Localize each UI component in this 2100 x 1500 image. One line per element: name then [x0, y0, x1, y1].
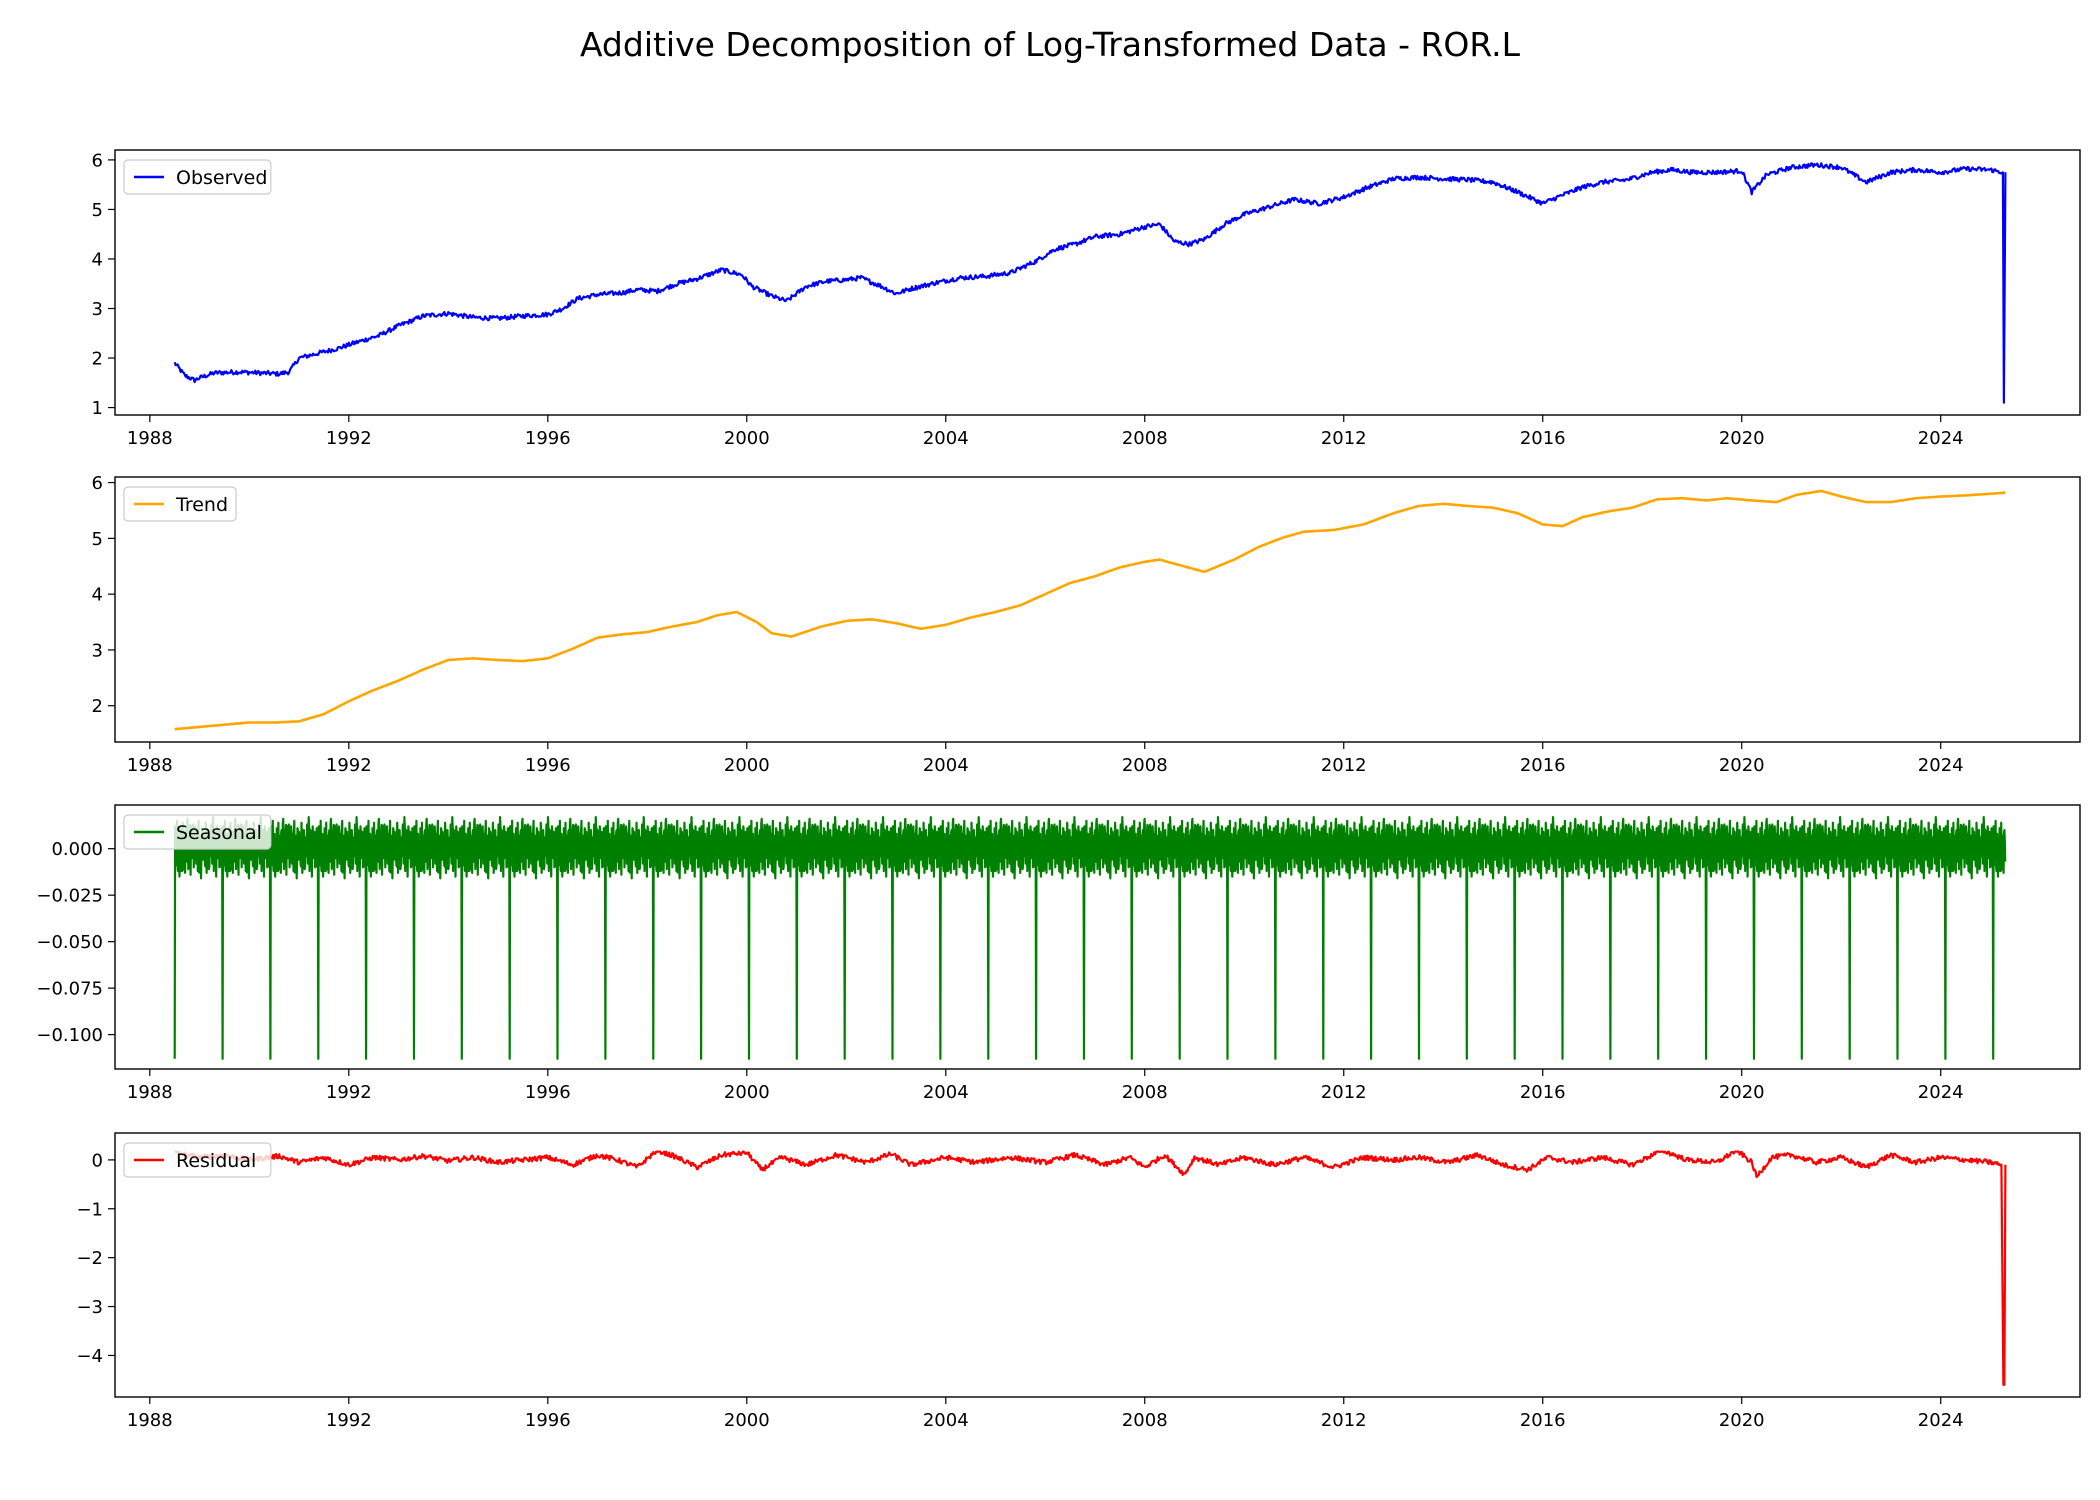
- y-tick-label-trend: 4: [92, 585, 103, 606]
- axes-frame-observed: [114, 149, 2081, 416]
- x-tick-label-observed: 2012: [1321, 428, 1367, 449]
- series-line-observed: [173, 162, 2007, 404]
- x-tick-label-trend: 1992: [326, 755, 372, 776]
- y-tick-label-residual: −3: [76, 1297, 103, 1318]
- figure-title: Additive Decomposition of Log-Transforme…: [580, 25, 1521, 64]
- legend-label-trend: Trend: [175, 494, 228, 516]
- legend-observed: [123, 159, 272, 195]
- x-tick-label-trend: 2008: [1122, 755, 1168, 776]
- y-tick-label-seasonal: 0.000: [51, 839, 103, 860]
- x-tick-label-seasonal: 2004: [923, 1082, 969, 1103]
- x-tick-label-residual: 2020: [1719, 1410, 1765, 1431]
- x-tick-label-trend: 1988: [127, 755, 173, 776]
- y-tick-label-trend: 3: [92, 640, 103, 661]
- x-tick-label-seasonal: 2016: [1520, 1082, 1566, 1103]
- y-tick-label-trend: 2: [92, 696, 103, 717]
- x-tick-label-residual: 2000: [724, 1410, 770, 1431]
- series-line-trend: [174, 489, 2006, 731]
- x-tick-label-residual: 1992: [326, 1410, 372, 1431]
- y-tick-label-seasonal: −0.025: [36, 886, 103, 907]
- x-tick-label-observed: 1988: [127, 428, 173, 449]
- x-tick-label-residual: 2012: [1321, 1410, 1367, 1431]
- x-tick-label-seasonal: 1988: [127, 1082, 173, 1103]
- axes-frame-trend: [114, 476, 2081, 743]
- legend-seasonal: [123, 814, 272, 850]
- y-tick-label-observed: 1: [92, 398, 103, 419]
- y-tick-label-observed: 4: [92, 249, 103, 270]
- axes-frame-seasonal: [114, 804, 2081, 1070]
- x-tick-label-trend: 2004: [923, 755, 969, 776]
- legend-label-observed: Observed: [176, 167, 267, 189]
- x-tick-label-residual: 2024: [1918, 1410, 1964, 1431]
- x-tick-label-trend: 2024: [1918, 755, 1964, 776]
- x-tick-label-observed: 2020: [1719, 428, 1765, 449]
- y-tick-label-observed: 3: [92, 299, 103, 320]
- x-tick-label-observed: 1992: [326, 428, 372, 449]
- x-tick-label-trend: 2012: [1321, 755, 1367, 776]
- x-tick-label-residual: 1996: [525, 1410, 571, 1431]
- x-tick-label-residual: 2016: [1520, 1410, 1566, 1431]
- y-tick-label-observed: 2: [92, 349, 103, 370]
- y-tick-label-observed: 5: [92, 200, 103, 221]
- legend-trend: [123, 486, 237, 522]
- x-tick-label-observed: 1996: [525, 428, 571, 449]
- series-line-residual: [174, 1150, 2007, 1386]
- y-tick-label-trend: 6: [92, 473, 103, 494]
- panel-residual: 0 −1 −2 −3 −4 1988 1992 1996 2000 2004 2008 2012 201…: [76, 1132, 2081, 1431]
- x-tick-label-observed: 2004: [923, 428, 969, 449]
- panel-observed: 1 2 3 4 5 6 1988 1992 1996 2000 2004 2008 2012 2016 20…: [92, 149, 2081, 449]
- y-tick-label-observed: 6: [92, 150, 103, 171]
- x-tick-label-residual: 1988: [127, 1410, 173, 1431]
- x-tick-label-observed: 2016: [1520, 428, 1566, 449]
- y-tick-label-seasonal: −0.100: [36, 1025, 103, 1046]
- y-tick-label-residual: 0: [92, 1150, 103, 1171]
- x-tick-label-observed: 2008: [1122, 428, 1168, 449]
- x-tick-label-observed: 2000: [724, 428, 770, 449]
- x-tick-label-seasonal: 2008: [1122, 1082, 1168, 1103]
- y-tick-label-seasonal: −0.075: [36, 979, 103, 1000]
- x-tick-label-trend: 2016: [1520, 755, 1566, 776]
- legend-residual: [123, 1142, 272, 1178]
- x-tick-label-residual: 2004: [923, 1410, 969, 1431]
- x-tick-label-seasonal: 2000: [724, 1082, 770, 1103]
- x-tick-label-seasonal: 2024: [1918, 1082, 1964, 1103]
- x-tick-label-seasonal: 2020: [1719, 1082, 1765, 1103]
- x-tick-label-seasonal: 1992: [326, 1082, 372, 1103]
- x-tick-label-seasonal: 1996: [525, 1082, 571, 1103]
- x-tick-label-residual: 2008: [1122, 1410, 1168, 1431]
- y-tick-label-residual: −2: [76, 1248, 103, 1269]
- y-tick-label-residual: −1: [76, 1199, 103, 1220]
- legend-label-seasonal: Seasonal: [176, 822, 262, 844]
- y-tick-label-trend: 5: [92, 529, 103, 550]
- x-tick-label-trend: 2020: [1719, 755, 1765, 776]
- y-tick-label-residual: −4: [76, 1346, 103, 1367]
- x-tick-label-seasonal: 2012: [1321, 1082, 1367, 1103]
- axes-frame-residual: [114, 1132, 2081, 1398]
- x-tick-label-observed: 2024: [1918, 428, 1964, 449]
- y-tick-label-seasonal: −0.050: [36, 932, 103, 953]
- panel-seasonal: 0.000 −0.025 −0.050 −0.075 −0.100 1988 1992 199…: [36, 804, 2081, 1103]
- series-line-seasonal: [173, 816, 2007, 1060]
- x-tick-label-trend: 1996: [525, 755, 571, 776]
- x-tick-label-trend: 2000: [724, 755, 770, 776]
- panel-trend: 2 3 4 5 6 1988 1992 1996 2000 2004 2008 2012 2016 202…: [92, 473, 2081, 776]
- legend-label-residual: Residual: [176, 1150, 256, 1172]
